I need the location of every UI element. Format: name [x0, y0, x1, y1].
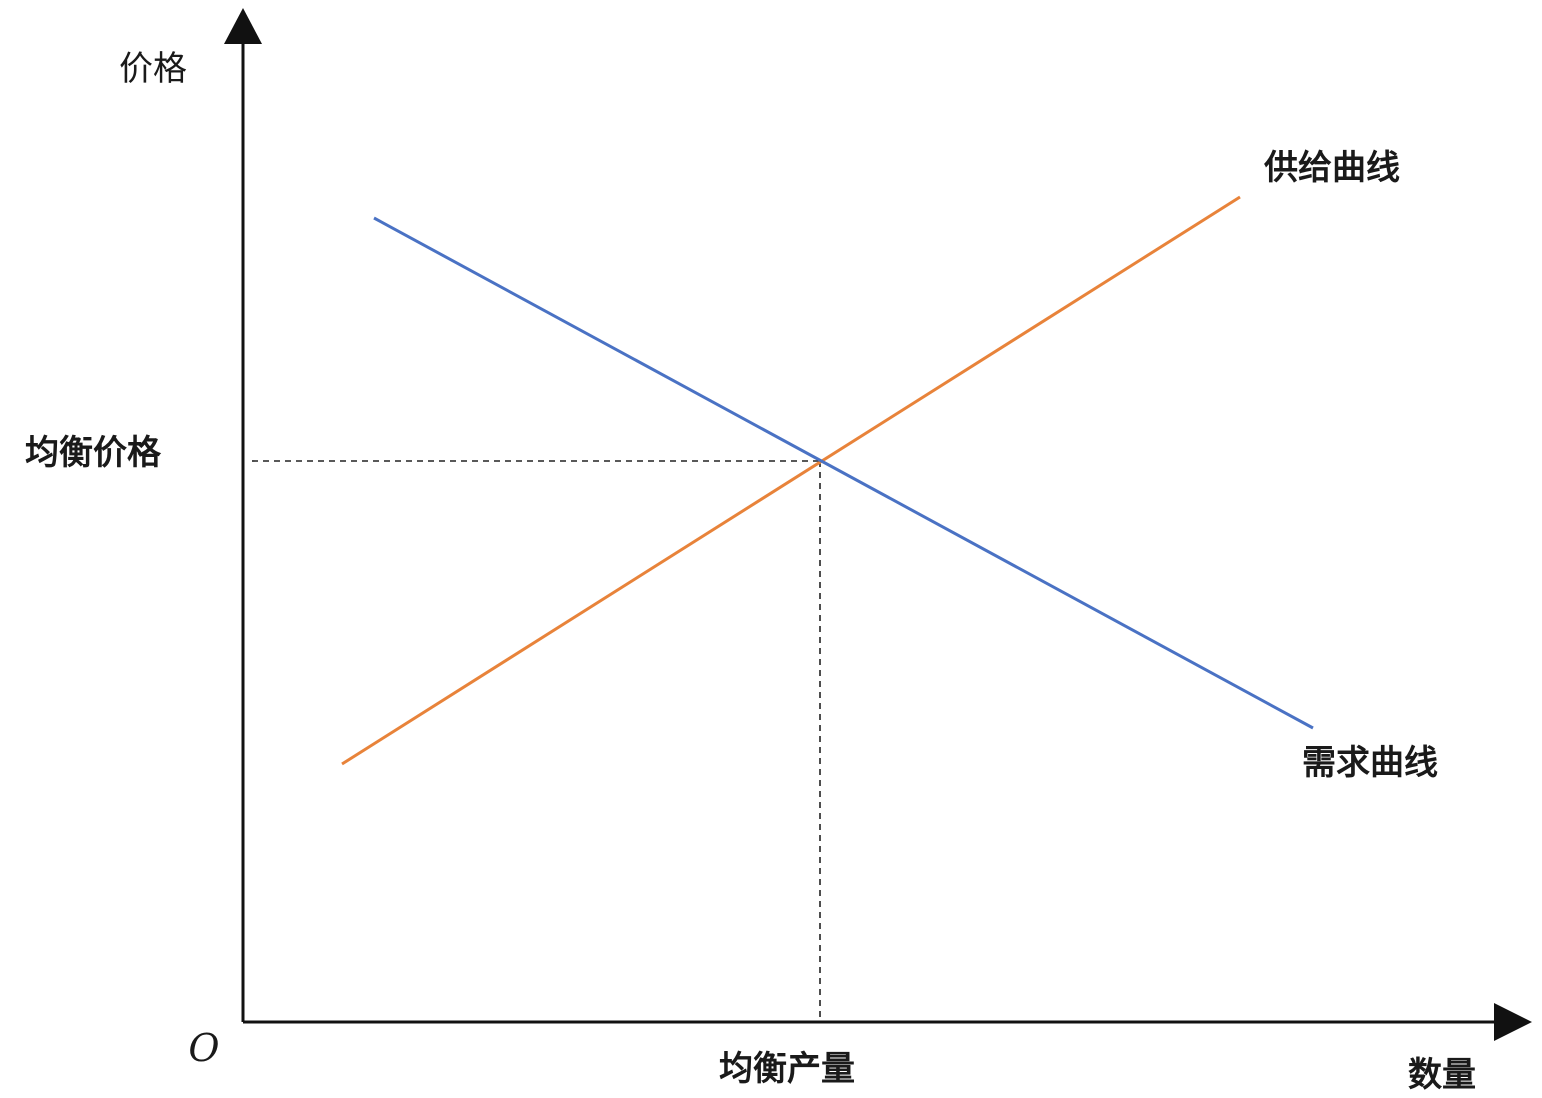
y-axis-label: 价格: [119, 49, 187, 89]
equilibrium-quantity-label: 均衡产量: [719, 1049, 855, 1089]
demand-curve-label: 需求曲线: [1302, 743, 1438, 783]
origin-label: O: [188, 1026, 219, 1070]
y-axis-arrow: [224, 8, 262, 44]
demand-curve: [373, 216, 1314, 730]
supply-curve-label: 供给曲线: [1263, 148, 1400, 188]
x-axis-arrow: [1494, 1003, 1532, 1041]
equilibrium-price-label: 均衡价格: [25, 433, 162, 473]
supply-curve: [341, 195, 1241, 766]
x-axis-label: 数量: [1408, 1055, 1476, 1095]
